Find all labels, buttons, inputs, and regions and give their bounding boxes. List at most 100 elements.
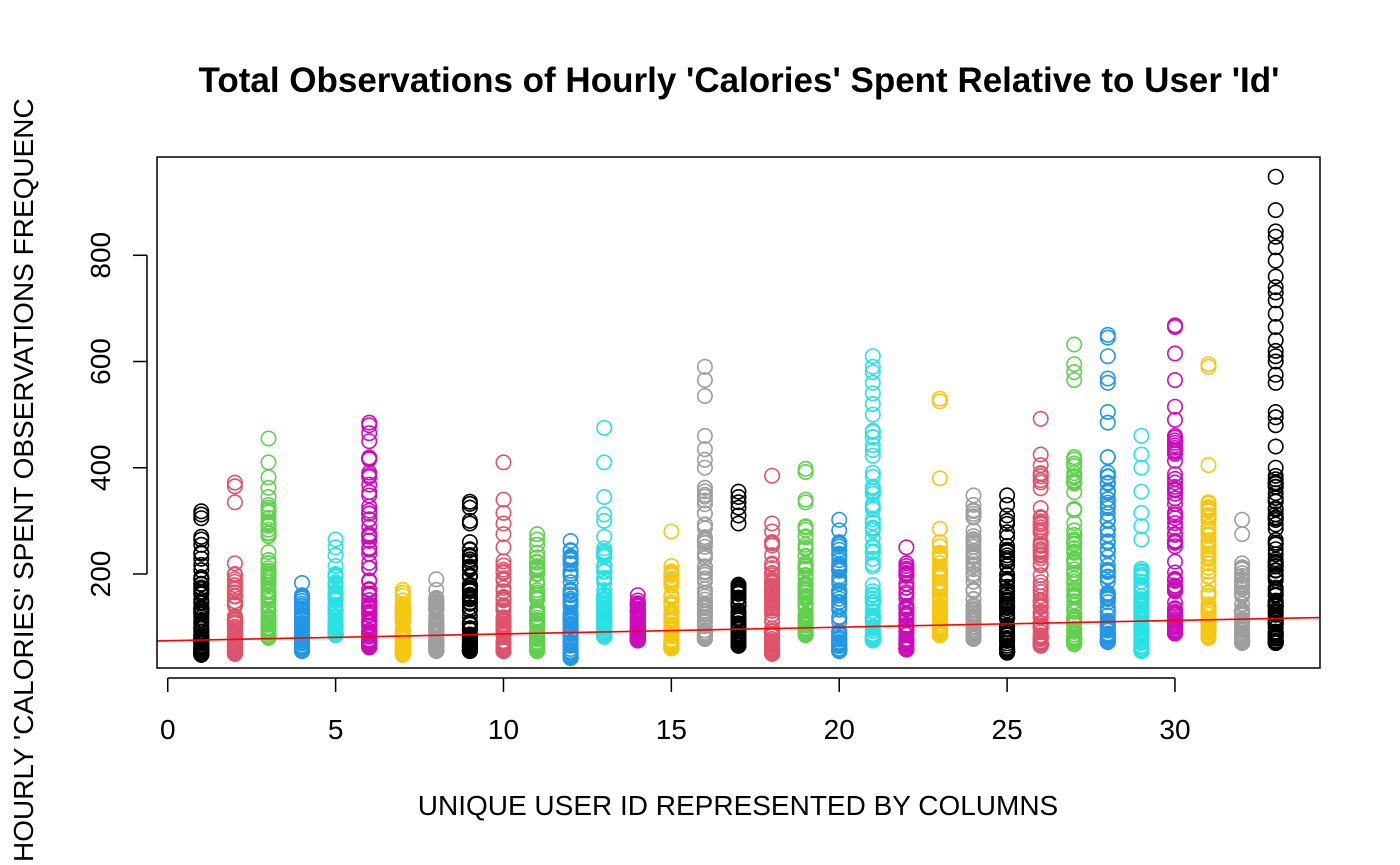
data-point [1133,583,1150,600]
data-point [999,512,1016,529]
data-point [764,640,781,657]
data-point [1234,631,1251,648]
data-point [327,617,344,634]
data-point [596,574,613,591]
data-point [1267,366,1284,383]
data-point [999,644,1016,661]
data-point [931,564,948,581]
data-point [1032,515,1049,532]
data-point [1267,223,1284,240]
data-point [495,504,512,521]
data-point [1099,617,1116,634]
data-point [696,441,713,458]
data-point [327,565,344,582]
x-tick-label: 5 [328,714,344,745]
data-point [596,628,613,645]
data-point [428,581,445,598]
data-point [696,613,713,630]
data-point [663,640,680,657]
data-point [193,591,210,608]
y-tick-label: 800 [85,232,116,279]
data-point [931,534,948,551]
data-point [293,587,310,604]
data-point [1066,531,1083,548]
data-point [461,493,478,510]
data-point [864,583,881,600]
data-point [1200,494,1217,511]
column-user-11 [529,526,546,659]
column-user-20 [831,511,848,659]
column-user-8 [428,571,445,659]
data-point [293,574,310,591]
data-point [864,348,881,365]
data-point [461,512,478,529]
data-point [461,558,478,575]
data-point [764,515,781,532]
data-point [999,573,1016,590]
data-point [562,628,579,645]
data-point [461,637,478,654]
data-point [260,610,277,627]
column-user-2 [226,474,243,662]
column-user-6 [361,414,378,656]
data-point [1032,597,1049,614]
data-point [1200,576,1217,593]
data-point [1200,522,1217,539]
data-point [1167,466,1184,483]
data-point [730,610,747,627]
data-point [260,629,277,646]
column-user-29 [1133,427,1150,659]
data-point [260,582,277,599]
data-point [226,645,243,662]
data-point [562,551,579,568]
data-point [864,539,881,556]
data-point [461,591,478,608]
data-point [193,646,210,663]
data-point [965,549,982,566]
data-point [864,447,881,464]
data-point [1133,560,1150,577]
data-point [696,492,713,509]
data-point [428,630,445,647]
data-point [1267,292,1284,309]
data-point [999,597,1016,614]
data-point [629,625,646,642]
data-point [1267,553,1284,570]
data-point [1066,550,1083,567]
data-point [461,608,478,625]
data-point [764,602,781,619]
data-point [361,498,378,515]
column-user-12 [562,532,579,666]
data-point [461,499,478,516]
data-point [764,574,781,591]
data-point [1267,597,1284,614]
data-point [1066,500,1083,517]
data-point [193,600,210,617]
data-point [831,642,848,659]
data-point [1133,639,1150,656]
data-point [1267,332,1284,349]
data-point [1200,584,1217,601]
data-point [864,364,881,381]
data-point [596,582,613,599]
data-point [999,547,1016,564]
data-point [898,579,915,596]
data-point [696,630,713,647]
data-point [730,630,747,647]
data-point [562,649,579,666]
data-point [831,541,848,558]
data-point [361,554,378,571]
data-point [864,428,881,445]
data-point [696,596,713,613]
data-point [965,542,982,559]
data-point [293,608,310,625]
column-user-24 [965,487,982,647]
plot-frame [156,156,1321,669]
data-point [1066,535,1083,552]
column-user-31 [1200,356,1217,646]
data-point [428,625,445,642]
data-point [327,539,344,556]
data-point [1167,485,1184,502]
data-point [629,592,646,609]
data-point [193,623,210,640]
